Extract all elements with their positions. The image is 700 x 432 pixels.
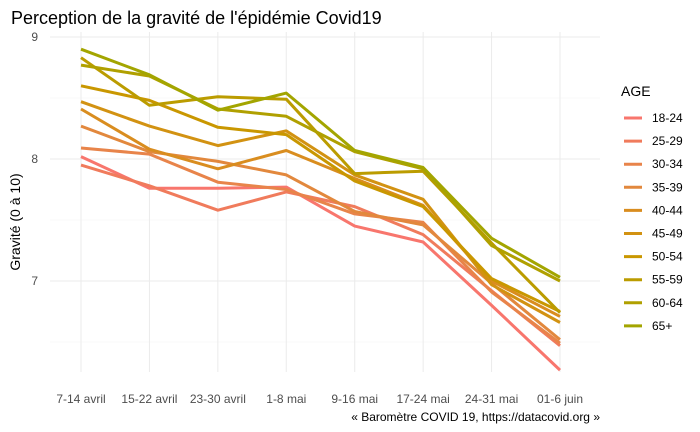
x-tick-label: 24-31 mai [465,392,518,406]
chart-caption: « Baromètre COVID 19, https://datacovid.… [351,410,600,424]
y-axis-title: Gravité (0 à 10) [7,173,23,270]
legend-label: 50-54 [652,250,683,264]
x-tick-label: 7-14 avril [56,392,105,406]
series-lines [80,47,562,372]
series-line-30-34 [80,146,561,345]
y-tick-label: 9 [31,30,38,44]
chart-title: Perception de la gravité de l'épidémie C… [11,8,382,28]
legend-label: 25-29 [652,134,683,148]
legend-label: 45-49 [652,227,683,241]
x-tick-label: 23-30 avril [190,392,246,406]
y-tick-label: 7 [31,274,38,288]
x-tick-label: 01-6 juin [537,392,583,406]
x-tick-label: 1-8 mai [266,392,306,406]
series-line-18-24 [80,155,562,372]
y-tick-label: 8 [31,152,38,166]
y-axis: 7 8 9 [31,30,38,288]
series-line-65+ [80,47,561,279]
legend: AGE 18-24 25-29 30-34 35-39 40-44 45-49 50-54 5… [621,83,683,333]
legend-label: 30-34 [652,157,683,171]
series-line-60-64 [80,63,561,283]
legend-label: 18-24 [652,111,683,125]
legend-label: 60-64 [652,296,683,310]
x-tick-label: 15-22 avril [121,392,177,406]
legend-label: 35-39 [652,180,683,194]
series-line-45-49 [80,100,561,324]
legend-label: 65+ [652,319,672,333]
x-axis: 7-14 avril 15-22 avril 23-30 avril 1-8 mai 9… [56,392,583,406]
legend-title: AGE [621,83,651,99]
x-tick-label: 9-16 mai [331,392,378,406]
series-line-40-44 [80,107,561,318]
legend-label: 55-59 [652,273,683,287]
legend-label: 40-44 [652,203,683,217]
x-tick-label: 17-24 mai [396,392,449,406]
